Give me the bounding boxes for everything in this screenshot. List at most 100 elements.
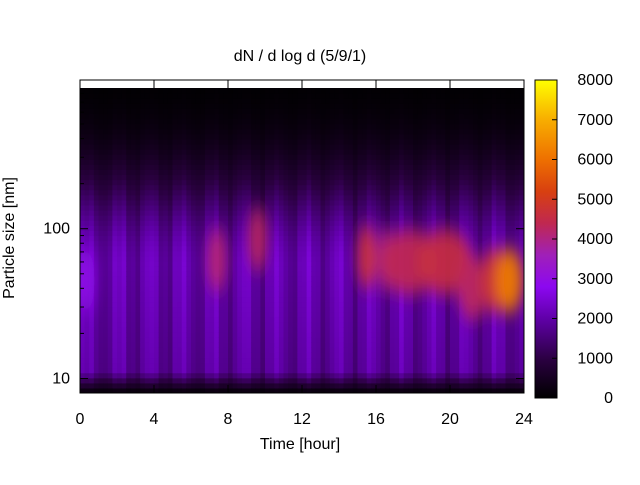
heatmap-cell <box>450 342 456 348</box>
heatmap-cell <box>394 337 400 343</box>
heatmap-cell <box>214 332 220 338</box>
heatmap-cell <box>140 382 146 389</box>
heatmap-cell <box>426 138 433 145</box>
heatmap-cell <box>450 377 456 384</box>
heatmap-cell <box>246 260 252 267</box>
heatmap-cell <box>269 337 275 343</box>
heatmap-cell <box>121 301 127 308</box>
heatmap-cell <box>278 382 285 389</box>
heatmap-cell <box>93 194 100 201</box>
heatmap-cell <box>130 306 137 313</box>
heatmap-cell <box>89 311 95 318</box>
heatmap-cell <box>93 164 100 170</box>
heatmap-cell <box>103 149 109 155</box>
heatmap-cell <box>130 357 137 364</box>
heatmap-cell <box>186 88 192 94</box>
heatmap-cell <box>376 220 382 226</box>
heatmap-cell <box>440 382 446 389</box>
heatmap-cell <box>107 382 113 389</box>
heatmap-cell <box>135 265 141 272</box>
heatmap-cell <box>278 321 285 328</box>
heatmap-cell <box>315 93 322 99</box>
heatmap-cell <box>399 225 405 231</box>
heatmap-cell <box>158 230 164 237</box>
heatmap-cell <box>352 199 359 206</box>
heatmap-cell <box>126 357 132 364</box>
heatmap-cell <box>204 123 211 130</box>
heatmap-cell <box>450 194 456 201</box>
heatmap-cell <box>223 255 229 262</box>
heatmap-cell <box>218 326 224 333</box>
heatmap-cell <box>93 159 100 165</box>
heatmap-cell <box>167 367 174 374</box>
heatmap-cell <box>343 316 349 323</box>
heatmap-cell <box>140 316 146 323</box>
heatmap-cell <box>306 382 312 389</box>
heatmap-cell <box>209 301 215 308</box>
heatmap-cell <box>177 204 183 211</box>
heatmap-cell <box>380 149 386 155</box>
heatmap-cell <box>84 154 90 160</box>
heatmap-cell <box>130 154 137 160</box>
heatmap-cell <box>112 225 118 231</box>
heatmap-cell <box>343 169 349 176</box>
heatmap-cell <box>200 154 206 160</box>
heatmap-cell <box>228 133 234 140</box>
heatmap-cell <box>144 230 150 237</box>
heatmap-cell <box>329 352 335 359</box>
heatmap-cell <box>98 184 104 191</box>
heatmap-cell <box>135 98 141 104</box>
heatmap-cell <box>292 387 298 393</box>
heatmap-cell <box>186 128 192 135</box>
heatmap-cell <box>343 204 349 211</box>
heatmap-cell <box>117 387 123 393</box>
heatmap-cell <box>380 174 386 181</box>
heatmap-cell <box>121 159 127 165</box>
heatmap-cell <box>320 387 326 393</box>
heatmap-cell <box>315 143 322 150</box>
heatmap-cell <box>112 260 118 267</box>
heatmap-cell <box>117 357 123 364</box>
heatmap-cell <box>232 250 238 257</box>
heatmap-cell <box>103 337 109 343</box>
heatmap-cell <box>107 260 113 267</box>
heatmap-cell <box>371 357 377 364</box>
heatmap-cell <box>89 189 95 196</box>
heatmap-cell <box>177 133 183 140</box>
heatmap-cell <box>362 332 368 338</box>
heatmap-cell <box>450 103 456 109</box>
heatmap-cell <box>302 260 308 267</box>
heatmap-cell <box>334 123 340 130</box>
heatmap-cell <box>366 184 372 191</box>
heatmap-cell <box>195 154 201 160</box>
heatmap-cell <box>241 154 248 160</box>
heatmap-cell <box>200 337 206 343</box>
heatmap-cell <box>93 337 100 343</box>
heatmap-cell <box>339 250 345 257</box>
heatmap-cell <box>149 93 155 99</box>
heatmap-cell <box>352 174 359 181</box>
heatmap-cell <box>93 387 100 393</box>
heatmap-cell <box>306 332 312 338</box>
heatmap-cell <box>167 382 174 389</box>
heatmap-cell <box>140 215 146 221</box>
heatmap-cell <box>167 199 174 206</box>
heatmap-cell <box>436 118 442 125</box>
heatmap-cell <box>278 225 285 231</box>
heatmap-cell <box>98 316 104 323</box>
heatmap-cell <box>278 169 285 176</box>
heatmap-cell <box>352 265 359 272</box>
heatmap-cell <box>366 199 372 206</box>
heatmap-cell <box>348 332 354 338</box>
heatmap-cell <box>283 265 289 272</box>
heatmap-cell <box>426 133 433 140</box>
heatmap-cell <box>214 316 220 323</box>
heatmap-cell <box>172 108 178 115</box>
heatmap-cell <box>422 225 428 231</box>
heatmap-cell <box>144 255 150 262</box>
heatmap-cell <box>329 164 335 170</box>
heatmap-cell <box>371 143 377 150</box>
heatmap-cell <box>403 301 409 308</box>
heatmap-cell <box>126 321 132 328</box>
heatmap-cell <box>126 291 132 298</box>
